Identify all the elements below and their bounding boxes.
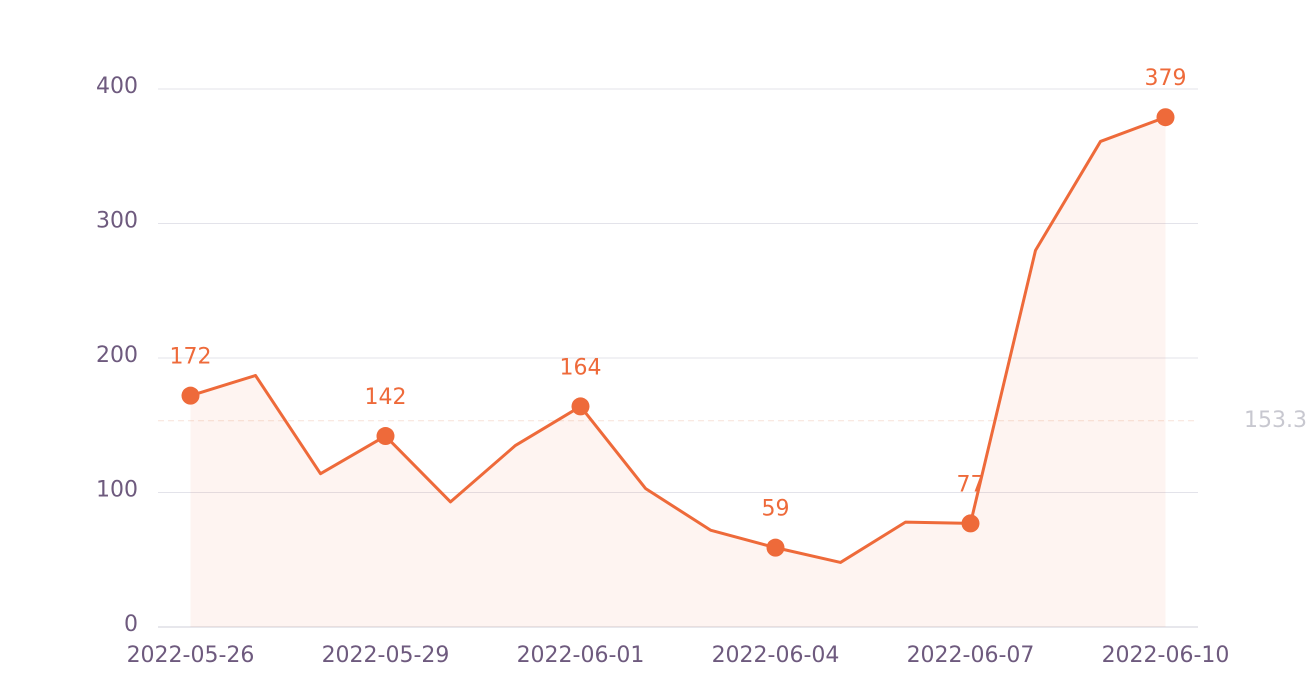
y-tick-label: 0 — [124, 612, 138, 637]
x-tick-label: 2022-06-10 — [1102, 643, 1230, 668]
point — [766, 538, 785, 557]
area — [190, 117, 1166, 628]
point — [181, 386, 200, 405]
x-tick-label: 2022-05-26 — [127, 643, 255, 668]
data-label: 379 — [1145, 66, 1187, 91]
y-tick-label: 200 — [96, 343, 138, 368]
y-tick-label: 100 — [96, 478, 138, 503]
data-label: 77 — [957, 472, 985, 497]
line — [190, 115, 1167, 564]
data-label: 164 — [560, 355, 602, 380]
x-tick-label: 2022-06-01 — [517, 643, 645, 668]
data-label: 59 — [762, 497, 790, 522]
data-label: 142 — [365, 385, 407, 410]
point — [1156, 108, 1175, 127]
x-tick-label: 2022-05-29 — [322, 643, 450, 668]
point — [376, 427, 395, 446]
x-tick-label: 2022-06-07 — [907, 643, 1035, 668]
average-label: 153.3 — [1244, 408, 1306, 433]
y-tick-label: 300 — [96, 209, 138, 234]
point — [571, 397, 590, 416]
data-label: 172 — [170, 345, 212, 370]
x-tick-label: 2022-06-04 — [712, 643, 840, 668]
y-tick-label: 400 — [96, 74, 138, 99]
point — [961, 514, 980, 533]
